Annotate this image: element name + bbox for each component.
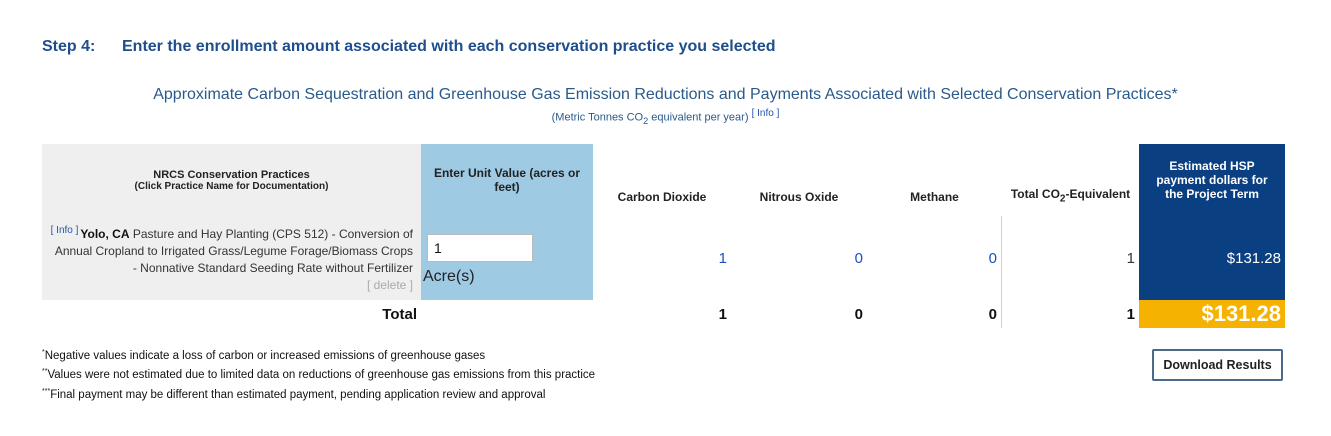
footnote-1-mark: *: [42, 349, 45, 356]
footnotes: *Negative values indicate a loss of carb…: [42, 345, 595, 403]
header-total-co2e: Total CO2-Equivalent: [1002, 144, 1139, 216]
total-ch4-value: 0: [867, 300, 1002, 328]
total-n2o-value: 0: [854, 305, 863, 323]
row-payment-value: $131.28: [1139, 216, 1285, 300]
practice-description: [ Info ] Yolo, CA Pasture and Hay Plantin…: [42, 216, 421, 294]
unit-value-input[interactable]: [427, 234, 533, 262]
header-n2o-label: Nitrous Oxide: [759, 190, 839, 204]
footnote-2-text: Values were not estimated due to limited…: [47, 369, 596, 382]
footnote-1-text: Negative values indicate a loss of carbo…: [44, 349, 486, 362]
delete-practice-link[interactable]: [ delete ]: [366, 278, 413, 292]
table-subtitle: Approximate Carbon Sequestration and Gre…: [153, 86, 1178, 103]
header-ch4-label: Methane: [910, 190, 959, 204]
units-info-link[interactable]: [ Info ]: [751, 108, 780, 119]
header-practices-hint: (Click Practice Name for Documentation): [134, 180, 329, 192]
header-total-prefix: Total CO: [1010, 186, 1060, 201]
step-number: Step 4:: [42, 38, 96, 55]
footnote-3: ***Final payment may be different than e…: [42, 384, 595, 403]
header-total-label: Total CO2-Equivalent: [1011, 187, 1130, 204]
total-co2e-value: 1: [1126, 305, 1135, 323]
row-total-value: 1: [1126, 249, 1135, 267]
row-ch4-value: 0: [867, 216, 1002, 300]
header-ch4: Methane: [867, 144, 1002, 216]
practice-location[interactable]: Yolo, CA: [80, 227, 130, 241]
row-co2-value: 1: [718, 249, 727, 267]
footnote-3-text: Final payment may be different than esti…: [50, 388, 546, 401]
units-prefix: (Metric Tonnes CO: [551, 111, 644, 124]
header-total-sub: 2: [1059, 193, 1066, 204]
total-payment-value: $131.28: [1139, 300, 1285, 328]
header-payment: Estimated HSP payment dollars for the Pr…: [1139, 144, 1285, 216]
header-unit-value-label: Enter Unit Value (acres or feet): [433, 166, 581, 194]
header-practices-title: NRCS Conservation Practices: [153, 168, 310, 181]
units-sub: 2: [643, 115, 649, 126]
practice-cell: [ Info ] Yolo, CA Pasture and Hay Plantin…: [42, 216, 421, 300]
header-n2o: Nitrous Oxide: [731, 144, 867, 216]
units-suffix: equivalent per year): [648, 111, 749, 124]
header-co2-label: Carbon Dioxide: [617, 190, 707, 204]
download-results-button[interactable]: Download Results: [1152, 349, 1283, 381]
step-heading: Step 4: Enter the enrollment amount assoc…: [42, 38, 776, 56]
unit-label: Acre(s): [423, 268, 475, 285]
practice-info-link[interactable]: [ Info ]: [50, 225, 79, 236]
totals-label: Total: [382, 305, 417, 323]
header-payment-label: Estimated HSP payment dollars for the Pr…: [1156, 159, 1268, 201]
header-total-suffix: -Equivalent: [1065, 186, 1131, 201]
header-practices: NRCS Conservation Practices (Click Pract…: [42, 144, 421, 216]
header-co2: Carbon Dioxide: [593, 144, 731, 216]
units-note: (Metric Tonnes CO2 equivalent per year) …: [0, 108, 1331, 126]
row-n2o-value: 0: [854, 249, 863, 267]
practice-name-link[interactable]: Pasture and Hay Planting (CPS 512) - Con…: [54, 227, 413, 275]
header-unit-value: Enter Unit Value (acres or feet): [421, 144, 593, 216]
footnote-2: **Values were not estimated due to limit…: [42, 364, 595, 383]
footnote-3-mark: ***: [42, 387, 51, 395]
total-co2-value: 1: [718, 305, 727, 323]
unit-value-cell: Acre(s): [421, 216, 593, 300]
footnote-1: *Negative values indicate a loss of carb…: [42, 345, 595, 364]
step-title: Enter the enrollment amount associated w…: [122, 38, 776, 55]
footnote-2-mark: **: [42, 368, 48, 376]
